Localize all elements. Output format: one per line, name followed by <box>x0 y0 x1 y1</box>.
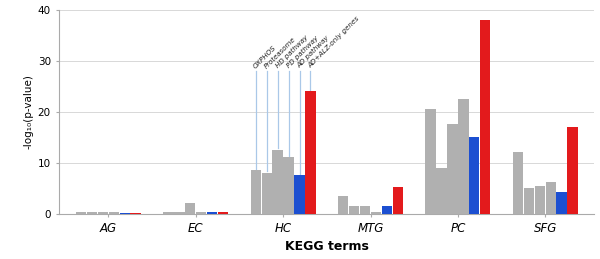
Bar <box>174 212 185 214</box>
Bar <box>360 206 370 214</box>
Bar <box>185 203 196 214</box>
Text: OXPHOS: OXPHOS <box>253 44 278 69</box>
Bar <box>425 109 436 214</box>
Text: AD pathway: AD pathway <box>296 35 331 69</box>
Bar <box>338 196 349 214</box>
Bar <box>513 152 523 214</box>
Bar <box>458 99 469 214</box>
Bar <box>262 173 272 214</box>
Bar <box>251 170 261 214</box>
Bar <box>76 212 86 214</box>
Bar <box>382 206 392 214</box>
Text: HD pathway: HD pathway <box>274 34 309 69</box>
Bar <box>109 212 119 214</box>
Bar <box>207 212 217 214</box>
Bar <box>392 187 403 214</box>
Bar <box>556 192 567 214</box>
Bar <box>272 150 283 214</box>
Bar <box>349 206 359 214</box>
Bar <box>283 157 294 214</box>
Bar <box>568 127 578 214</box>
Bar <box>469 137 479 214</box>
Bar <box>163 212 173 214</box>
Text: AD+ALZ-only genes: AD+ALZ-only genes <box>307 16 361 69</box>
Bar <box>87 212 97 214</box>
Text: PD pathway: PD pathway <box>286 35 319 69</box>
Bar <box>218 212 228 214</box>
Bar <box>130 213 141 214</box>
Bar <box>535 185 545 214</box>
Bar <box>371 212 381 214</box>
Bar <box>98 212 108 214</box>
Y-axis label: -log₁₀(p-value): -log₁₀(p-value) <box>23 74 34 149</box>
Bar <box>119 213 130 214</box>
Bar <box>196 212 206 214</box>
Bar <box>295 175 305 214</box>
Text: Proteasome: Proteasome <box>263 35 297 69</box>
Bar <box>305 91 316 214</box>
Bar <box>545 182 556 214</box>
Bar <box>447 124 458 214</box>
Bar <box>524 188 534 214</box>
Bar <box>480 20 490 214</box>
Bar <box>436 168 447 214</box>
X-axis label: KEGG terms: KEGG terms <box>285 240 369 254</box>
